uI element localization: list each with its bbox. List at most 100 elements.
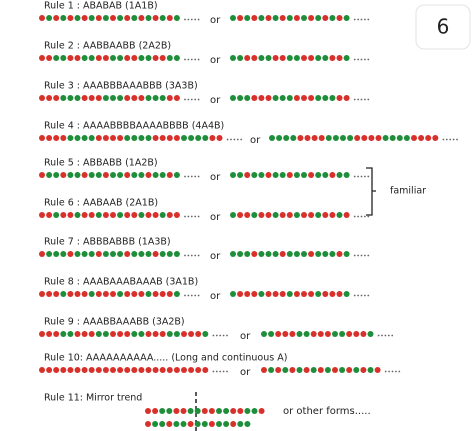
trail-dot (184, 215, 186, 218)
dot (117, 367, 124, 373)
rule-label: Rule 10: AAAAAAAAAA..... (Long and conti… (44, 353, 287, 364)
dot (152, 135, 159, 141)
dot (343, 55, 350, 61)
dot (324, 367, 331, 373)
dot (74, 172, 81, 178)
dot (258, 212, 265, 218)
dot (95, 331, 102, 337)
trail-dot (194, 254, 197, 257)
trail-dot (442, 138, 445, 141)
dot (46, 172, 53, 178)
dot (265, 95, 272, 101)
dot (336, 251, 343, 257)
dot (173, 15, 180, 21)
trail-dot (353, 98, 356, 101)
dot (95, 172, 102, 178)
dot (60, 367, 67, 373)
dot (286, 55, 293, 61)
dot (308, 55, 315, 61)
dot (230, 95, 236, 101)
badge: 6 (437, 15, 450, 39)
dot (74, 251, 81, 257)
dot (367, 367, 374, 373)
connector: or (210, 172, 221, 183)
dot (110, 55, 116, 61)
dot (39, 172, 45, 178)
connector: or (240, 367, 251, 378)
trail-dot (187, 18, 190, 21)
dot (131, 212, 138, 218)
dot (216, 421, 222, 427)
dot (296, 331, 303, 337)
dot (145, 135, 152, 141)
trail-dot (194, 175, 197, 178)
trail-dot (384, 370, 387, 373)
dot (195, 331, 202, 337)
trail-dot (226, 334, 228, 337)
dot (81, 212, 88, 218)
dot (265, 251, 272, 257)
dot (166, 367, 173, 373)
trail-dot (360, 294, 363, 297)
connector: or (210, 55, 221, 66)
dot (237, 212, 244, 218)
dot (237, 55, 244, 61)
dot (166, 291, 173, 297)
dot (67, 135, 74, 141)
dot (67, 55, 74, 61)
dot (339, 367, 346, 373)
connector: or (210, 251, 221, 262)
dot (272, 95, 279, 101)
dot (166, 172, 173, 178)
dot (67, 212, 74, 218)
dot (293, 251, 300, 257)
dot (117, 172, 124, 178)
dot (223, 408, 230, 414)
dot (237, 251, 244, 257)
dot (124, 55, 131, 61)
dot (131, 291, 138, 297)
dot (180, 408, 187, 414)
dot (145, 212, 152, 218)
trail-dot (364, 18, 366, 21)
dot (145, 408, 151, 414)
dot (166, 135, 173, 141)
dot (145, 421, 151, 427)
dot (152, 291, 159, 297)
dot (138, 331, 145, 337)
dot (251, 212, 258, 218)
dot (289, 331, 296, 337)
dot (237, 408, 244, 414)
dot (244, 95, 251, 101)
trail-dot (357, 18, 359, 21)
dot (131, 15, 138, 21)
dot (258, 291, 265, 297)
dot (361, 135, 368, 141)
dot (258, 95, 265, 101)
dot (244, 291, 251, 297)
dot (81, 135, 88, 141)
trail-dot (364, 175, 366, 178)
dot (124, 251, 131, 257)
trail-dot (353, 215, 356, 218)
dot (180, 421, 187, 427)
rule-label: Rule 9 : AAABBAAABB (3A2B) (44, 317, 185, 328)
trail-dot (449, 138, 452, 141)
dot (159, 212, 166, 218)
connector: or (210, 15, 221, 26)
trail-dot (353, 18, 356, 21)
trail-dot (357, 98, 359, 101)
dot (39, 135, 45, 141)
dot (95, 95, 102, 101)
dot (269, 135, 275, 141)
dot (74, 55, 81, 61)
trail-dot (184, 98, 186, 101)
dot (88, 331, 95, 337)
rule-label: Rule 11: Mirror trend (44, 393, 142, 404)
trail-dot (215, 334, 218, 337)
dot (251, 15, 258, 21)
dot (67, 251, 74, 257)
trail-dot (445, 138, 448, 141)
dot (301, 55, 307, 61)
